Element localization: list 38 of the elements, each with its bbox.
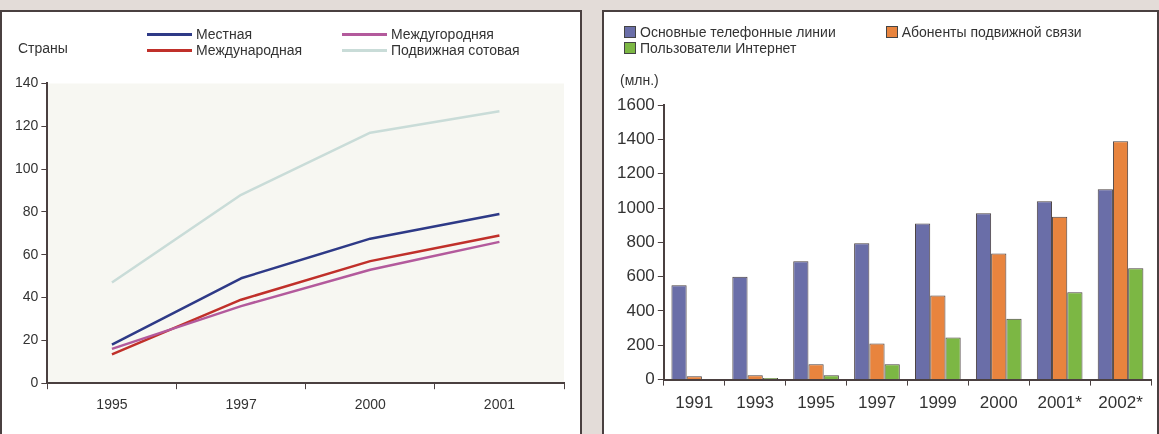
y-tick-label: 100 xyxy=(15,159,39,176)
x-tick-label: 1991 xyxy=(675,393,714,413)
legend-label: Международная xyxy=(196,42,303,58)
x-tick-label: 1995 xyxy=(96,396,128,413)
y-tick-label: 140 xyxy=(15,74,39,91)
x-tick-label: 1997 xyxy=(858,393,896,413)
y-tick-label: 400 xyxy=(626,300,655,320)
y-tick-label: 120 xyxy=(15,117,39,134)
y-tick-label: 0 xyxy=(645,369,655,389)
x-tick-label: 1999 xyxy=(918,393,957,413)
y-axis-title: Страны xyxy=(18,40,68,56)
x-tick-label: 2001 xyxy=(483,396,516,413)
x-tick-label: 2000 xyxy=(979,393,1018,413)
legend-label: Пользователи Интернет xyxy=(640,40,797,56)
legend-label: Основные телефонные линии xyxy=(640,24,836,40)
y-tick-label: 1400 xyxy=(616,129,655,149)
y-tick-label: 0 xyxy=(30,374,39,391)
y-tick-label: 1200 xyxy=(616,163,655,183)
y-tick-label: 60 xyxy=(22,245,39,262)
x-tick-label: 2001* xyxy=(1037,393,1083,413)
x-tick-label: 1997 xyxy=(225,396,257,413)
y-tick-label: 200 xyxy=(626,334,655,354)
y-tick-label: 20 xyxy=(22,331,39,348)
legend-label: Подвижная сотовая xyxy=(391,42,520,58)
y-tick-label: 800 xyxy=(626,232,655,252)
x-tick-label: 1993 xyxy=(736,393,775,413)
y-axis-title: (млн.) xyxy=(620,72,659,88)
legend-label: Междугородняя xyxy=(391,26,494,42)
y-tick-label: 600 xyxy=(626,266,655,286)
x-tick-label: 1995 xyxy=(797,393,835,413)
y-tick-label: 80 xyxy=(22,202,39,219)
x-tick-label: 2002* xyxy=(1098,393,1144,413)
x-tick-label: 2000 xyxy=(354,396,387,413)
legend-label: Местная xyxy=(196,26,253,42)
y-tick-label: 1000 xyxy=(616,197,655,217)
y-tick-label: 40 xyxy=(22,288,39,305)
y-tick-label: 1600 xyxy=(616,94,655,114)
legend-label: Абоненты подвижной связи xyxy=(901,24,1082,40)
